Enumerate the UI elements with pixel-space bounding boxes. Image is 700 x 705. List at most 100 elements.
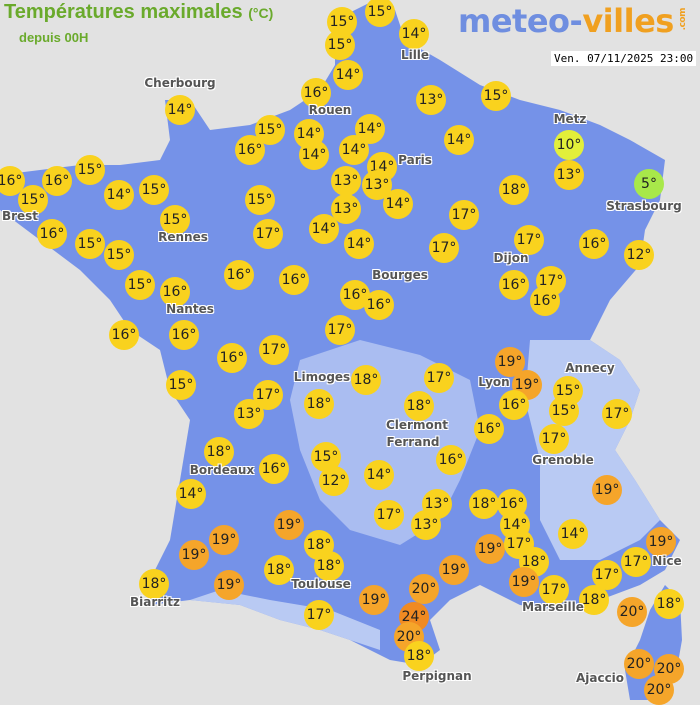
meteo-villes-logo[interactable]: meteo-villes .com <box>458 2 688 40</box>
temperature-marker[interactable]: 17° <box>259 335 289 365</box>
temperature-marker[interactable]: 16° <box>42 166 72 196</box>
temperature-marker[interactable]: 15° <box>104 240 134 270</box>
temperature-marker[interactable]: 19° <box>646 527 676 557</box>
temperature-marker[interactable]: 16° <box>530 286 560 316</box>
temperature-marker[interactable]: 19° <box>179 540 209 570</box>
temperature-marker[interactable]: 15° <box>75 155 105 185</box>
temperature-marker[interactable]: 16° <box>235 135 265 165</box>
temperature-marker[interactable]: 16° <box>301 78 331 108</box>
temperature-marker[interactable]: 16° <box>364 290 394 320</box>
temperature-marker[interactable]: 16° <box>436 445 466 475</box>
temperature-marker[interactable]: 16° <box>224 260 254 290</box>
temperature-marker[interactable]: 19° <box>592 475 622 505</box>
temperature-marker[interactable]: 16° <box>109 320 139 350</box>
temperature-marker[interactable]: 15° <box>549 396 579 426</box>
temperature-marker[interactable]: 19° <box>209 525 239 555</box>
temperature-marker[interactable]: 20° <box>644 675 674 705</box>
temperature-marker[interactable]: 18° <box>469 489 499 519</box>
temperature-marker[interactable]: 12° <box>624 240 654 270</box>
temperature-marker[interactable]: 15° <box>160 205 190 235</box>
city-label-nantes: Nantes <box>166 302 214 316</box>
temperature-marker[interactable]: 20° <box>617 597 647 627</box>
city-label-nice: Nice <box>652 554 682 568</box>
temperature-marker[interactable]: 17° <box>621 547 651 577</box>
city-label-strasbourg: Strasbourg <box>606 199 682 213</box>
temperature-marker[interactable]: 14° <box>104 180 134 210</box>
temperature-marker[interactable]: 15° <box>166 370 196 400</box>
temperature-marker[interactable]: 18° <box>139 569 169 599</box>
temperature-marker[interactable]: 16° <box>499 390 529 420</box>
temperature-marker[interactable]: 16° <box>169 320 199 350</box>
temperature-marker[interactable]: 15° <box>365 0 395 27</box>
temperature-marker[interactable]: 14° <box>339 135 369 165</box>
temperature-marker[interactable]: 16° <box>279 265 309 295</box>
temperature-marker[interactable]: 16° <box>474 414 504 444</box>
temperature-marker[interactable]: 14° <box>558 519 588 549</box>
temperature-marker[interactable]: 14° <box>333 60 363 90</box>
temperature-marker[interactable]: 19° <box>475 534 505 564</box>
temperature-marker[interactable]: 20° <box>409 574 439 604</box>
temperature-marker[interactable]: 15° <box>325 30 355 60</box>
temperature-marker[interactable]: 15° <box>481 81 511 111</box>
temperature-marker[interactable]: 15° <box>139 175 169 205</box>
temperature-marker[interactable]: 13° <box>331 166 361 196</box>
temperature-marker[interactable]: 17° <box>304 600 334 630</box>
temperature-marker[interactable]: 15° <box>75 229 105 259</box>
temperature-marker[interactable]: 17° <box>253 219 283 249</box>
temperature-marker[interactable]: 18° <box>579 585 609 615</box>
temperature-marker[interactable]: 18° <box>654 589 684 619</box>
temperature-marker[interactable]: 13° <box>234 399 264 429</box>
temperature-marker[interactable]: 19° <box>359 585 389 615</box>
temperature-marker[interactable]: 14° <box>165 95 195 125</box>
temperature-marker[interactable]: 18° <box>204 437 234 467</box>
temperature-marker[interactable]: 13° <box>416 85 446 115</box>
temperature-marker[interactable]: 17° <box>429 233 459 263</box>
temperature-marker[interactable]: 14° <box>294 119 324 149</box>
temperature-marker[interactable]: 17° <box>539 424 569 454</box>
temperature-marker[interactable]: 17° <box>424 363 454 393</box>
temperature-marker[interactable]: 14° <box>176 479 206 509</box>
temperature-marker[interactable]: 15° <box>125 270 155 300</box>
temperature-marker[interactable]: 17° <box>325 315 355 345</box>
temperature-marker[interactable]: 19° <box>509 567 539 597</box>
temperature-marker[interactable]: 18° <box>304 389 334 419</box>
temperature-marker[interactable]: 13° <box>411 510 441 540</box>
temperature-marker[interactable]: 18° <box>404 391 434 421</box>
temperature-marker[interactable]: 14° <box>364 460 394 490</box>
temperature-marker[interactable]: 14° <box>383 189 413 219</box>
temperature-marker[interactable]: 16° <box>499 270 529 300</box>
temperature-marker[interactable]: 5° <box>634 169 664 199</box>
temperature-marker[interactable]: 14° <box>355 114 385 144</box>
temperature-marker[interactable]: 15° <box>245 185 275 215</box>
temperature-marker[interactable]: 17° <box>374 500 404 530</box>
temperature-marker[interactable]: 17° <box>602 399 632 429</box>
temperature-marker[interactable]: 18° <box>314 551 344 581</box>
temperature-marker[interactable]: 16° <box>579 229 609 259</box>
temperature-marker[interactable]: 19° <box>214 570 244 600</box>
temperature-marker[interactable]: 18° <box>264 555 294 585</box>
temperature-marker[interactable]: 14° <box>344 229 374 259</box>
temperature-marker[interactable]: 13° <box>554 160 584 190</box>
temperature-marker[interactable]: 18° <box>351 365 381 395</box>
temperature-marker[interactable]: 19° <box>274 510 304 540</box>
temperature-marker[interactable]: 19° <box>495 347 525 377</box>
temperature-marker[interactable]: 15° <box>18 185 48 215</box>
temperature-marker[interactable]: 14° <box>444 125 474 155</box>
temperature-marker[interactable]: 10° <box>554 130 584 160</box>
temperature-marker[interactable]: 16° <box>217 343 247 373</box>
temperature-marker[interactable]: 16° <box>37 219 67 249</box>
temperature-marker[interactable]: 18° <box>404 641 434 671</box>
temperature-marker[interactable]: 12° <box>319 466 349 496</box>
temperature-marker[interactable]: 16° <box>160 277 190 307</box>
temperature-marker[interactable]: 13° <box>331 194 361 224</box>
temperature-marker[interactable]: 17° <box>449 200 479 230</box>
temperature-marker[interactable]: 20° <box>624 649 654 679</box>
temperature-marker[interactable]: 14° <box>399 19 429 49</box>
temperature-marker[interactable]: 19° <box>439 555 469 585</box>
temperature-marker[interactable]: 17° <box>514 225 544 255</box>
temperature-marker[interactable]: 16° <box>259 454 289 484</box>
temperature-marker[interactable]: 17° <box>539 575 569 605</box>
temperature-marker[interactable]: 18° <box>499 175 529 205</box>
temperature-marker[interactable]: 14° <box>299 140 329 170</box>
temperature-marker[interactable]: 19° <box>512 370 542 400</box>
